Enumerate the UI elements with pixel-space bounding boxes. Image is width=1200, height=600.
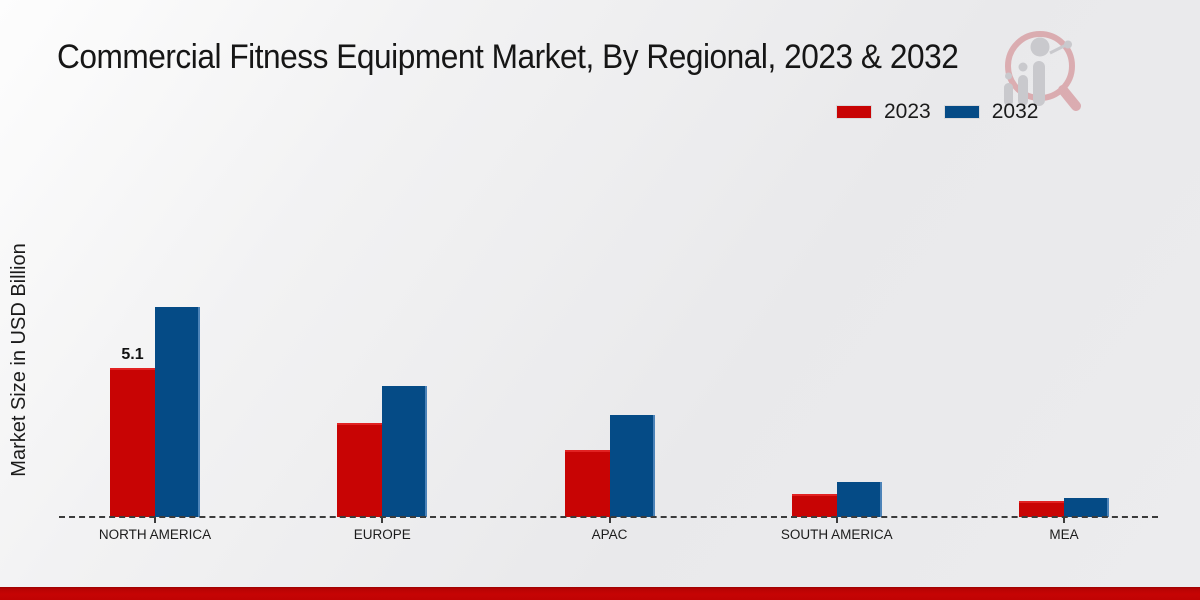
category-label-apac: APAC	[591, 527, 628, 542]
bar-2023-mea	[1019, 501, 1064, 517]
bar-value-label: 5.1	[121, 346, 144, 363]
bar-2023-north-america	[110, 368, 155, 517]
category-label-europe: EUROPE	[353, 527, 411, 542]
x-tick-north-america	[154, 517, 156, 523]
legend-label-2032: 2032	[991, 100, 1039, 123]
bar-2032-north-america	[155, 307, 200, 517]
category-label-south-america: SOUTH AMERICA	[780, 527, 893, 542]
x-tick-europe	[381, 517, 384, 523]
category-label-north-america: NORTH AMERICA	[98, 527, 212, 542]
bar-2023-apac	[564, 450, 610, 517]
chart-title: Commercial Fitness Equipment Market, By …	[57, 38, 959, 76]
y-axis-label: Market Size in USD Billion	[8, 243, 30, 477]
bar-2023-south-america	[791, 494, 837, 517]
bar-2032-europe	[382, 386, 428, 517]
bar-2032-south-america	[836, 482, 882, 517]
category-label-mea: MEA	[1049, 527, 1079, 542]
bar-2023-europe	[337, 423, 383, 517]
legend-item-2032: 2032	[944, 100, 1039, 124]
x-tick-south-america	[835, 517, 838, 523]
legend-swatch-2032	[944, 106, 979, 118]
bar-2032-mea	[1064, 498, 1109, 517]
watermark-logo	[1002, 26, 1082, 117]
legend-item-2023: 2023	[837, 100, 931, 124]
legend-label-2023: 2023	[884, 100, 931, 123]
x-tick-apac	[608, 517, 611, 523]
legend-swatch-2023	[837, 106, 871, 118]
x-tick-mea	[1063, 517, 1065, 523]
legend: 2023 2032	[837, 100, 1038, 124]
bar-2032-apac	[609, 415, 655, 517]
magnifier-analytics-logo-icon	[1004, 31, 1081, 111]
footer-accent-bar	[0, 587, 1200, 600]
